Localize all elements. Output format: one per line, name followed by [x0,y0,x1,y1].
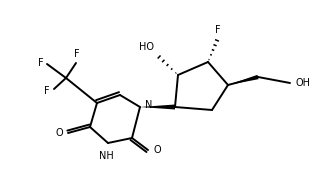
Text: F: F [38,58,44,68]
Text: N: N [145,100,152,110]
Text: O: O [153,145,161,155]
Text: HO: HO [139,42,154,52]
Text: NH: NH [99,151,113,161]
Text: F: F [44,86,50,96]
Text: OH: OH [295,78,310,88]
Polygon shape [140,105,175,109]
Text: F: F [215,25,221,35]
Text: O: O [55,128,63,138]
Polygon shape [228,75,259,85]
Text: F: F [74,49,80,59]
